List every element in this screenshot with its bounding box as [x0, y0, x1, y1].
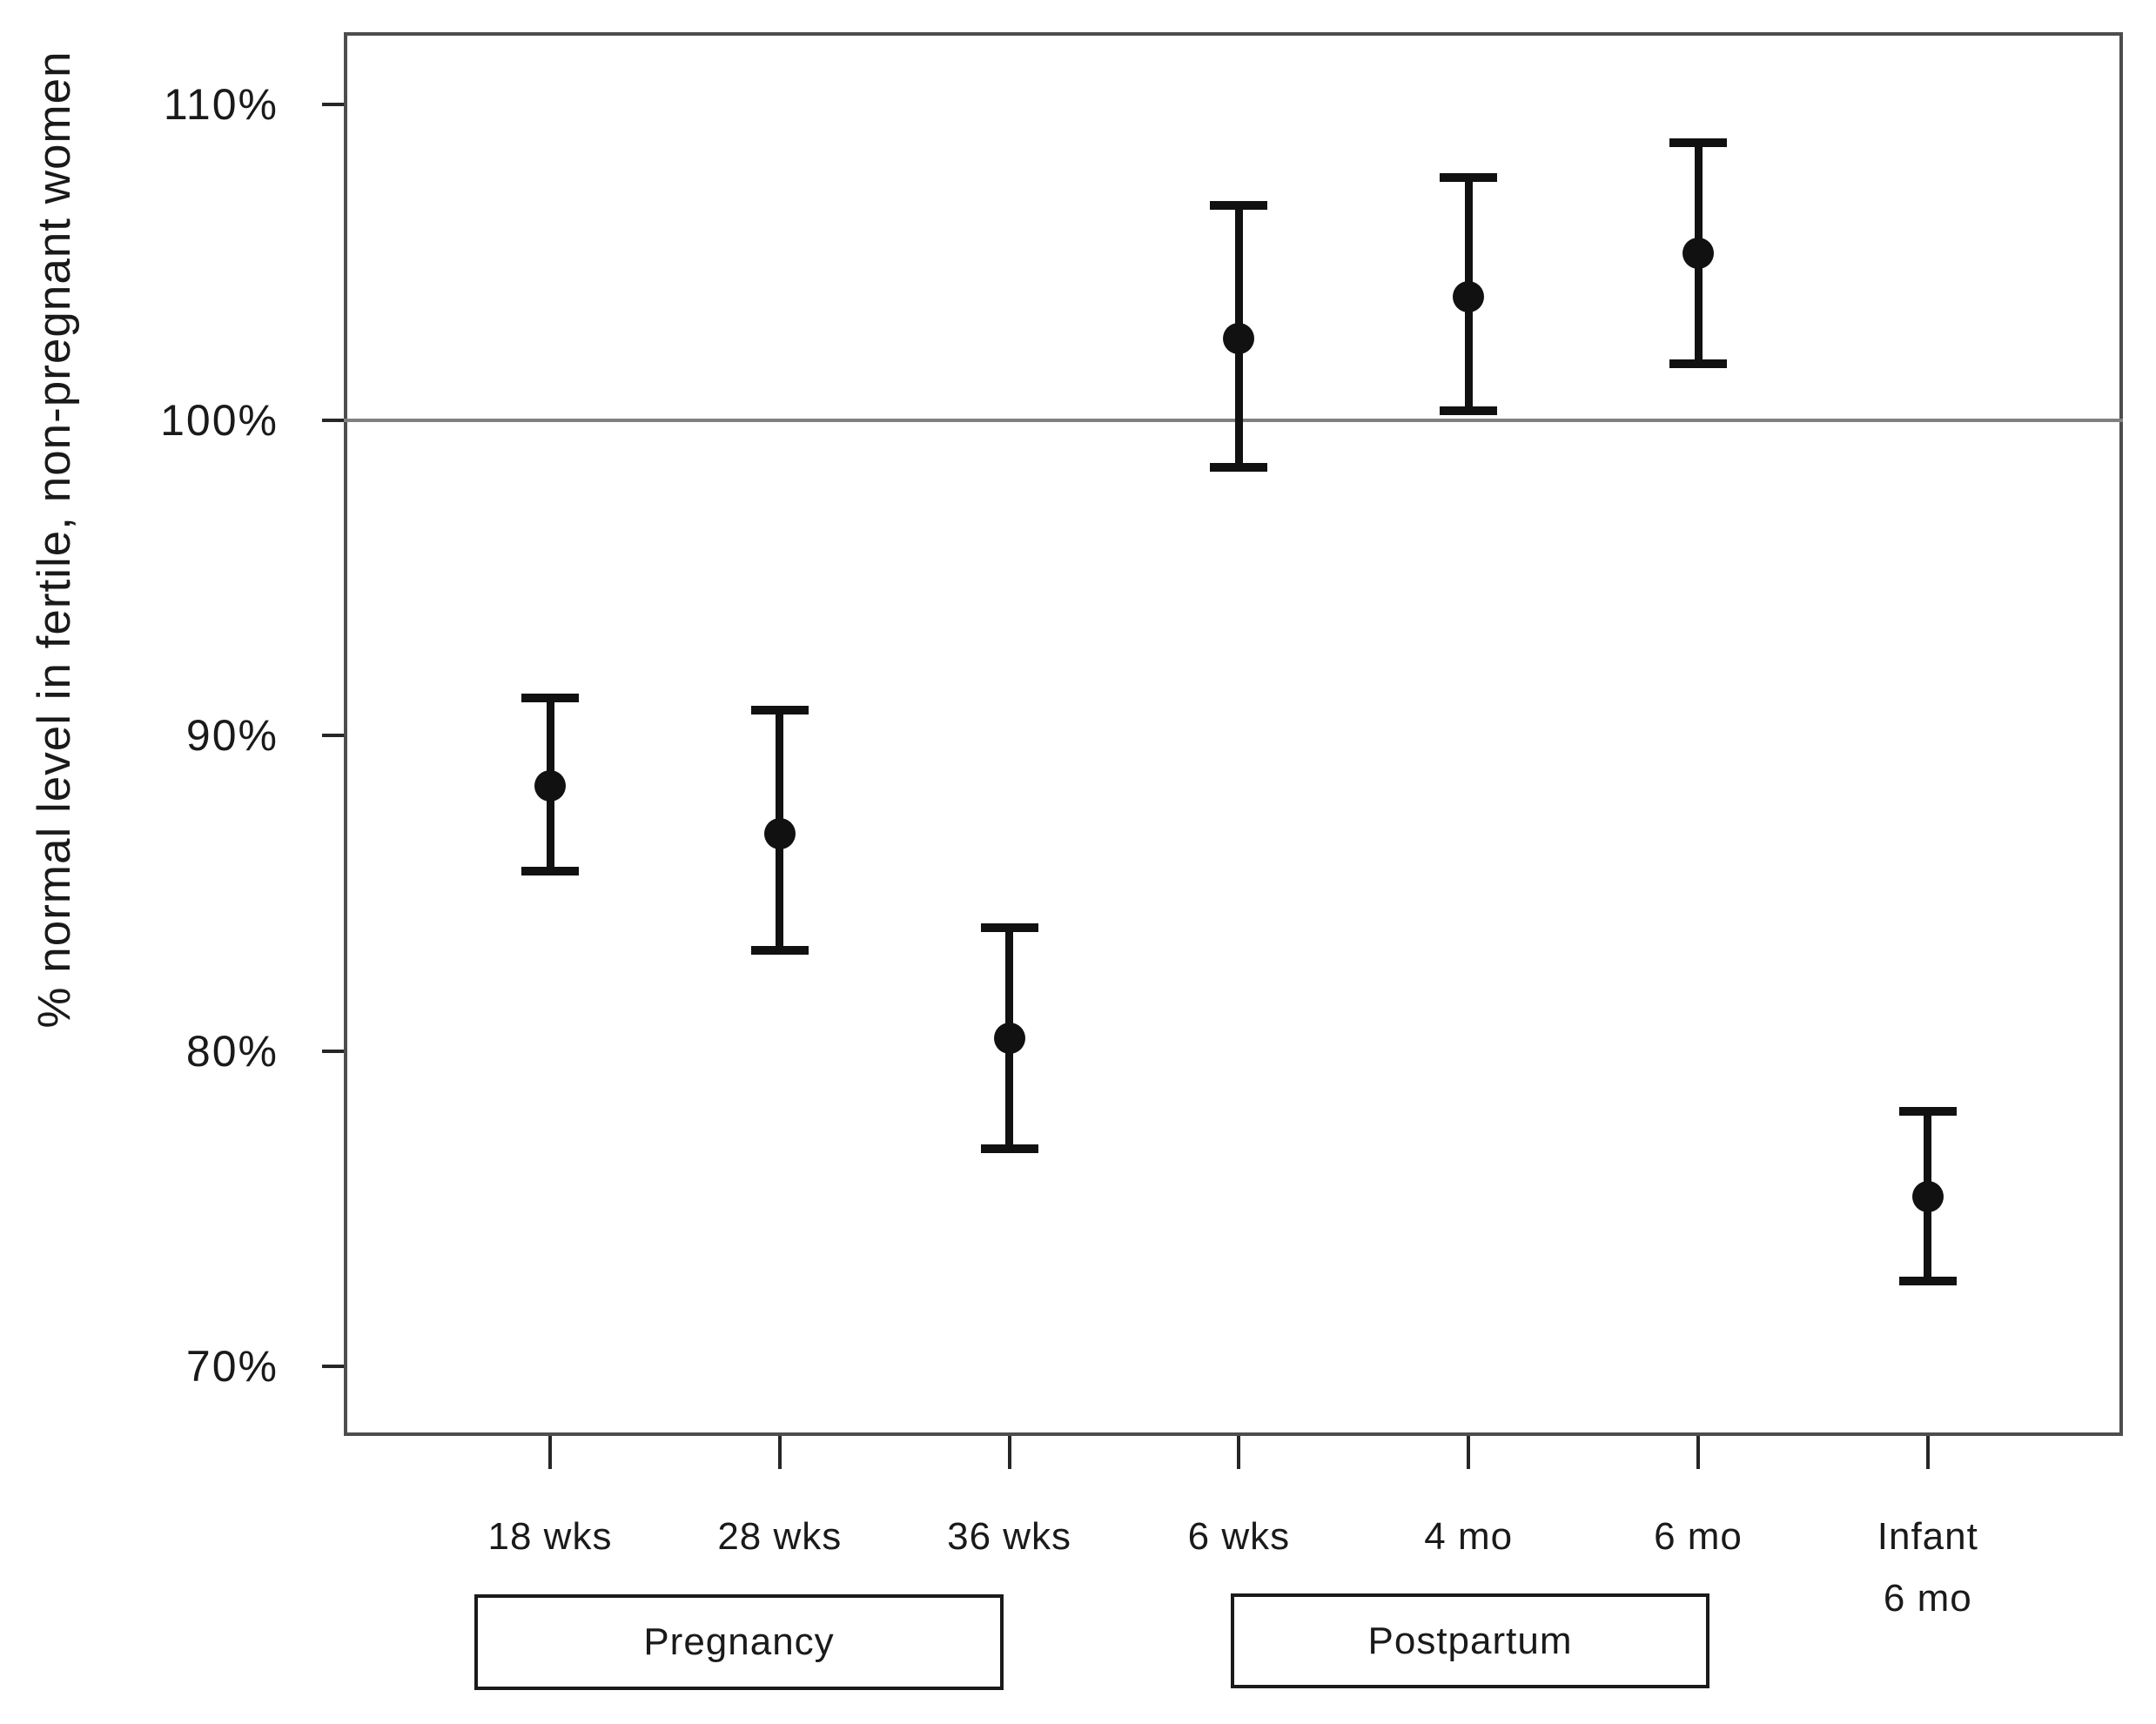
category-label: 28 wks	[717, 1515, 843, 1558]
error-bar-cap-top	[521, 693, 579, 702]
error-bar-cap-top	[1440, 172, 1498, 182]
error-bar-cap-top	[1898, 1106, 1957, 1116]
group-box: Postpartum	[1231, 1593, 1709, 1688]
category-label: Infant	[1877, 1515, 1978, 1558]
y-axis-tick	[322, 103, 344, 107]
error-bar-cap-bottom	[750, 945, 809, 955]
data-point-dot	[763, 817, 796, 849]
category-label: 6 mo	[1654, 1515, 1743, 1558]
y-tick-label: 110%	[163, 80, 279, 130]
y-tick-label: 90%	[185, 711, 279, 761]
plot-area	[344, 32, 2123, 1436]
x-axis-tick	[1467, 1436, 1471, 1469]
category-label: 6 mo	[1883, 1577, 1972, 1620]
group-box: Pregnancy	[474, 1594, 1004, 1690]
data-point-dot	[534, 770, 566, 802]
y-axis-tick	[322, 1049, 344, 1053]
category-label: 18 wks	[487, 1515, 613, 1558]
x-axis-tick	[1007, 1436, 1011, 1469]
category-label: 36 wks	[947, 1515, 1072, 1558]
y-axis-tick	[322, 418, 344, 422]
error-bar-cap-top	[980, 923, 1038, 933]
reference-line	[344, 418, 2123, 422]
group-box-label: Pregnancy	[643, 1620, 835, 1663]
category-label: 4 mo	[1424, 1515, 1514, 1558]
x-axis-tick	[1925, 1436, 1930, 1469]
error-bar-cap-bottom	[1210, 463, 1268, 473]
x-axis-tick	[777, 1436, 782, 1469]
error-bar-cap-bottom	[980, 1144, 1038, 1154]
category-label: 6 wks	[1187, 1515, 1291, 1558]
x-axis-tick	[1696, 1436, 1700, 1469]
error-bar-cap-bottom	[521, 867, 579, 876]
error-bar-cap-bottom	[1440, 406, 1498, 415]
error-bar-cap-top	[1669, 138, 1727, 147]
y-tick-label: 80%	[185, 1026, 279, 1076]
error-bar-cap-top	[1210, 201, 1268, 211]
data-point-dot	[993, 1023, 1025, 1055]
y-tick-label: 70%	[185, 1342, 279, 1392]
data-point-dot	[1682, 237, 1714, 269]
error-bar-cap-bottom	[1898, 1277, 1957, 1286]
y-axis-tick	[322, 734, 344, 738]
data-point-dot	[1453, 281, 1485, 313]
data-point-dot	[1223, 322, 1255, 354]
data-point-dot	[1911, 1180, 1944, 1212]
error-bar-cap-bottom	[1669, 359, 1727, 368]
error-bar-cap-top	[750, 706, 809, 715]
y-tick-label: 100%	[160, 395, 279, 445]
group-box-label: Postpartum	[1367, 1619, 1573, 1662]
y-axis-tick	[322, 1365, 344, 1369]
x-axis-tick	[1237, 1436, 1241, 1469]
x-axis-tick	[548, 1436, 552, 1469]
